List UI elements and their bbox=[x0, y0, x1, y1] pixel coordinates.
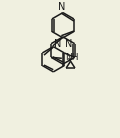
Text: N: N bbox=[65, 39, 72, 49]
Text: N: N bbox=[58, 2, 66, 12]
Text: NH: NH bbox=[65, 53, 79, 62]
Text: N: N bbox=[54, 39, 61, 49]
